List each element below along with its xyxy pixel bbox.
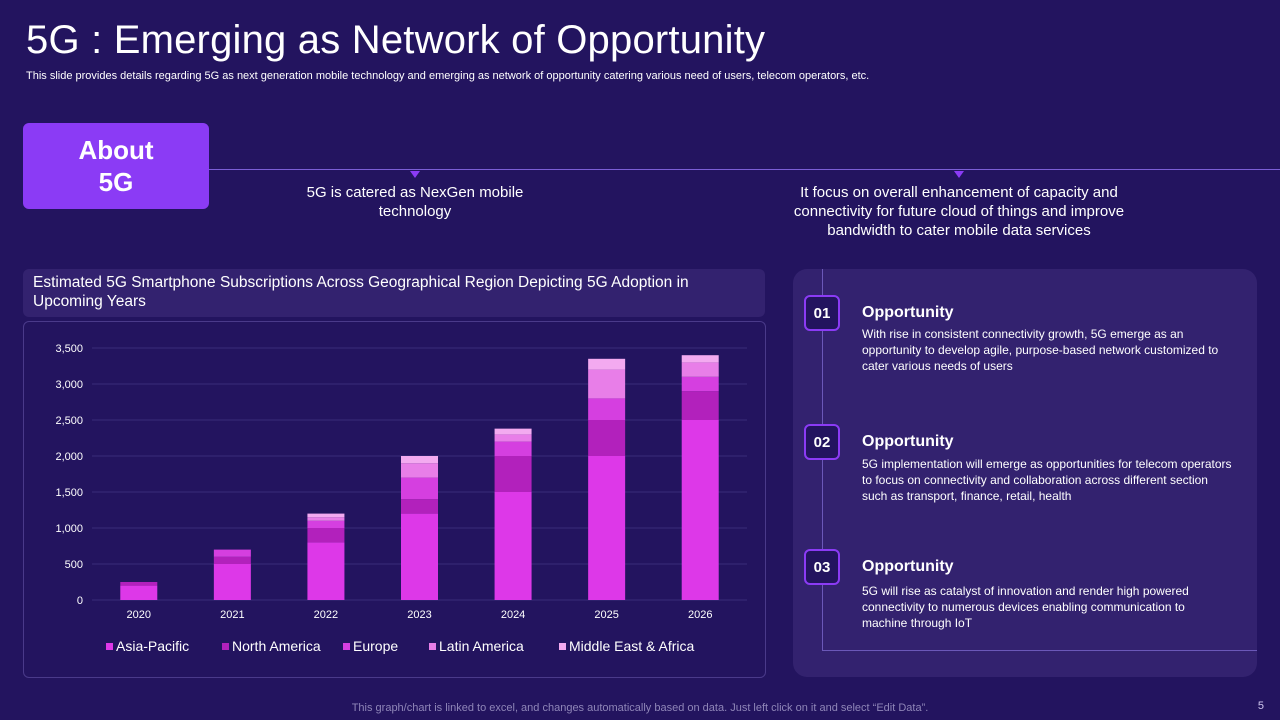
- timeline-marker-2: [954, 171, 964, 178]
- opportunity-title-2: Opportunity: [862, 433, 954, 450]
- chart-container[interactable]: 0 500 1,000 1,500 2,000 2,500 3,000 3,500 2020 20…: [23, 321, 766, 678]
- bar-segment: [588, 369, 626, 399]
- legend-label: Asia-Pacific: [116, 638, 189, 654]
- page-number: 5: [1257, 700, 1264, 712]
- about-5g-box: About 5G: [23, 123, 209, 209]
- y-tick-label: 500: [65, 559, 83, 571]
- bar-segment: [401, 463, 438, 478]
- opportunity-number-1: 01: [804, 295, 840, 331]
- bar-segment: [588, 456, 626, 600]
- page-title: 5G : Emerging as Network of Opportunity: [26, 18, 766, 62]
- x-tick-label: 2026: [688, 609, 712, 621]
- bar-segment: [307, 513, 345, 518]
- legend-swatch: [222, 643, 229, 650]
- bar-segment: [307, 517, 345, 521]
- bar-segment: [588, 420, 626, 456]
- bar-segment: [401, 499, 438, 514]
- bar-segment: [307, 520, 345, 528]
- y-tick-label: 3,000: [55, 379, 83, 391]
- timeline-line: [209, 169, 1280, 170]
- opportunity-text-3: 5G will rise as catalyst of innovation a…: [862, 584, 1189, 630]
- legend-swatch: [429, 643, 436, 650]
- bar-segment: [681, 376, 719, 392]
- bar-segment: [213, 564, 251, 600]
- bar-segment: [401, 477, 438, 500]
- opportunity-number-2: 02: [804, 424, 840, 460]
- x-tick-label: 2022: [314, 609, 338, 621]
- bar-segment: [307, 542, 345, 600]
- bar-segment: [494, 492, 532, 600]
- chart-header: Estimated 5G Smartphone Subscriptions Ac…: [23, 269, 765, 317]
- x-tick-label: 2021: [220, 609, 244, 621]
- about-point-1: 5G is catered as NexGen mobile technolog…: [306, 184, 524, 220]
- bar-segment: [401, 456, 438, 464]
- bar-segment: [120, 585, 158, 600]
- legend-label: Middle East & Africa: [569, 638, 694, 654]
- y-tick-label: 2,500: [55, 415, 83, 427]
- opportunity-text-1: With rise in consistent connectivity gro…: [862, 327, 1219, 373]
- bar-segment: [494, 428, 532, 435]
- opportunity-text-2: 5G implementation will emerge as opportu…: [862, 457, 1232, 503]
- bar-segment: [494, 434, 532, 442]
- bar-segment: [494, 456, 532, 492]
- y-tick-label: 3,500: [55, 343, 83, 355]
- opportunity-title-1: Opportunity: [862, 304, 954, 321]
- y-tick-label: 1,500: [55, 487, 83, 499]
- x-tick-label: 2024: [501, 609, 525, 621]
- bar-segment: [120, 582, 158, 586]
- y-tick-label: 0: [77, 595, 83, 607]
- legend-label: Europe: [353, 638, 398, 654]
- legend-swatch: [343, 643, 350, 650]
- legend-label: North America: [232, 638, 321, 654]
- bar-segment: [681, 420, 719, 600]
- bar-segment: [681, 391, 719, 420]
- footer-note: This graph/chart is linked to excel, and…: [351, 702, 929, 714]
- page-subtitle: This slide provides details regarding 5G…: [26, 70, 870, 82]
- x-tick-label: 2023: [407, 609, 431, 621]
- opportunities-horizontal-line: [822, 650, 1257, 651]
- opportunity-title-3: Opportunity: [862, 558, 954, 575]
- x-tick-label: 2025: [594, 609, 618, 621]
- legend-swatch: [559, 643, 566, 650]
- bar-segment: [401, 513, 438, 600]
- stacked-bar-chart[interactable]: 0 500 1,000 1,500 2,000 2,500 3,000 3,500 2020 20…: [24, 322, 767, 679]
- bar-segment: [681, 362, 719, 377]
- opportunities-panel: [793, 269, 1257, 677]
- bar-segment: [588, 398, 626, 420]
- bar-segment: [213, 549, 251, 557]
- about-point-2: It focus on overall enhancement of capac…: [793, 184, 1125, 239]
- x-tick-label: 2020: [127, 609, 151, 621]
- y-tick-label: 2,000: [55, 451, 83, 463]
- bar-segment: [307, 528, 345, 543]
- bar-segment: [681, 355, 719, 363]
- bar-segment: [213, 556, 251, 564]
- legend-label: Latin America: [439, 638, 524, 654]
- about-label: About 5G: [78, 135, 154, 197]
- legend-swatch: [106, 643, 113, 650]
- y-tick-label: 1,000: [55, 523, 83, 535]
- bar-segment: [588, 358, 626, 370]
- opportunity-number-3: 03: [804, 549, 840, 585]
- timeline-marker-1: [410, 171, 420, 178]
- bar-segment: [494, 441, 532, 456]
